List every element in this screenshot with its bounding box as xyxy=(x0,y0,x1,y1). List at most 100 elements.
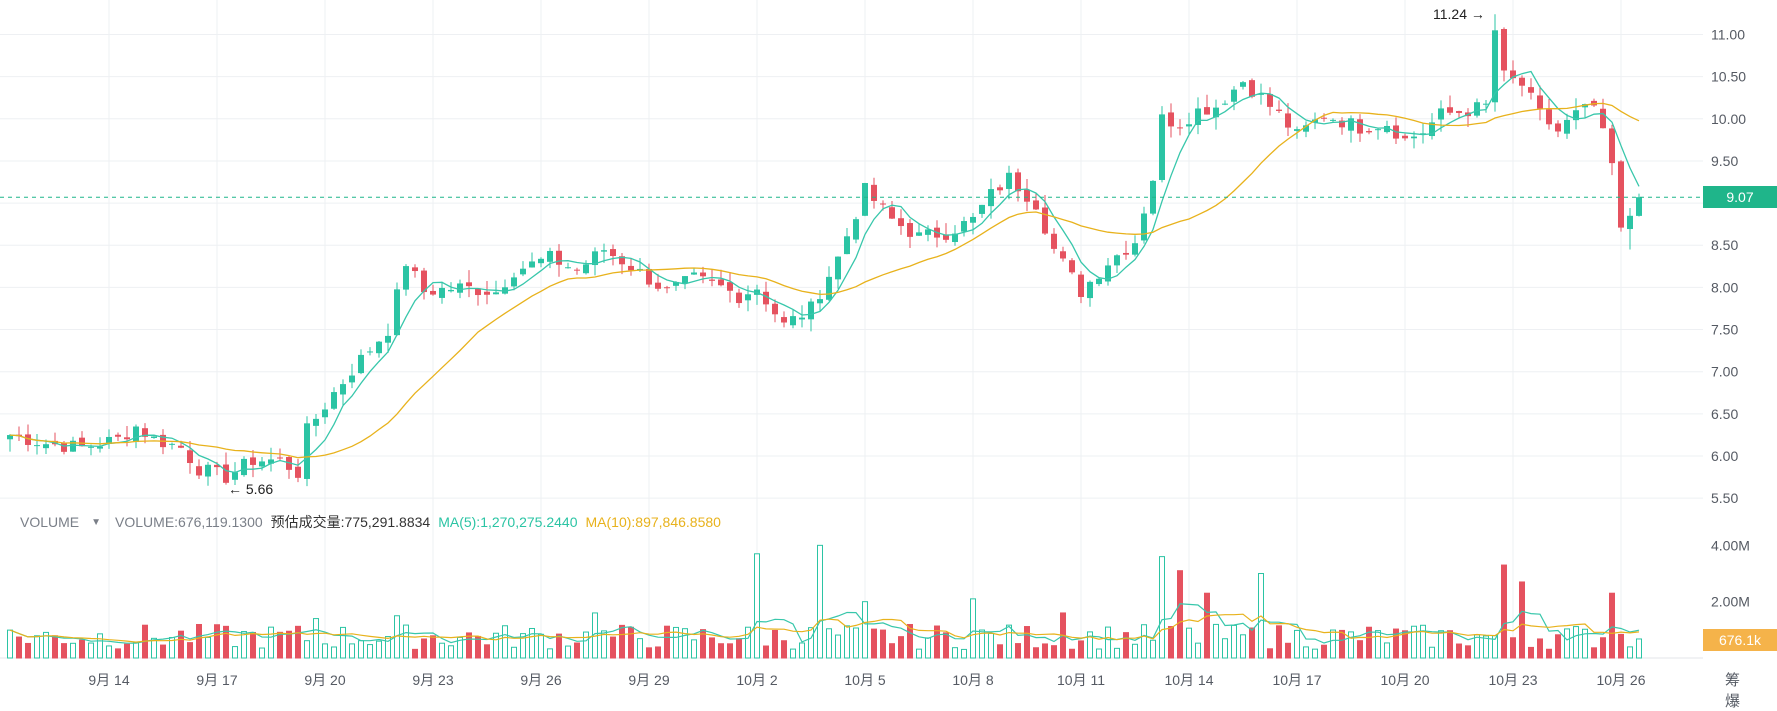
chip-distribution-controls[interactable]: 筹 爆 xyxy=(1725,672,1749,710)
volume-bar xyxy=(61,643,67,659)
candle-body xyxy=(1285,113,1291,128)
candle-body xyxy=(1636,197,1642,216)
volume-bar xyxy=(1564,628,1570,659)
volume-bar xyxy=(682,628,688,659)
candle-body xyxy=(1114,255,1120,266)
volume-bar xyxy=(1105,626,1111,659)
volume-bar xyxy=(1123,632,1129,659)
candle-body xyxy=(970,216,976,223)
candle-body xyxy=(475,288,481,296)
candle-body xyxy=(1078,274,1084,297)
candle-body xyxy=(1096,278,1102,285)
candle-body xyxy=(1087,281,1093,299)
volume-bar xyxy=(1006,624,1012,659)
volume-bar xyxy=(1357,640,1363,659)
volume-bar xyxy=(7,629,13,659)
volume-bar xyxy=(223,625,229,659)
candle-body xyxy=(916,232,922,236)
grid-lines xyxy=(0,0,1703,659)
volume-bar xyxy=(241,631,247,659)
candle-body xyxy=(1438,108,1444,120)
price-axis: 11.0010.5010.009.509.008.508.007.507.006… xyxy=(1711,27,1746,507)
date-axis-label: 10月 11 xyxy=(1057,672,1105,688)
candle-body xyxy=(1177,127,1183,129)
candle-body xyxy=(574,269,580,271)
chart-canvas[interactable]: 11.0010.5010.009.509.008.508.007.507.006… xyxy=(0,0,1777,696)
candle-body xyxy=(700,272,706,277)
volume-indicator-name[interactable]: VOLUME xyxy=(20,514,80,530)
volume-bar xyxy=(403,624,409,659)
candle-body xyxy=(979,204,985,214)
chevron-down-icon[interactable]: ▼ xyxy=(91,516,102,528)
price-ma-fast-line xyxy=(9,70,1640,474)
volume-bar xyxy=(808,627,814,659)
candle-body xyxy=(709,279,715,281)
date-axis-label: 9月 14 xyxy=(88,672,129,688)
candle-body xyxy=(844,236,850,255)
volume-bar xyxy=(1024,626,1030,659)
volume-bar xyxy=(565,645,571,659)
volume-bar xyxy=(1411,625,1417,659)
volume-bar xyxy=(205,636,211,659)
volume-bar xyxy=(1348,631,1354,659)
candle-body xyxy=(1168,112,1174,127)
volume-bar xyxy=(1195,642,1201,659)
candle-body xyxy=(583,264,589,274)
volume-bar xyxy=(1267,648,1273,659)
volume-bar xyxy=(619,624,625,659)
volume-bar xyxy=(646,647,652,659)
volume-legend: VOLUME ▼ VOLUME:676,119.1300 预估成交量:775,2… xyxy=(20,512,721,532)
volume-bar xyxy=(1465,645,1471,659)
candle-body xyxy=(358,354,364,374)
volume-bar xyxy=(1231,624,1237,659)
date-axis-label: 10月 14 xyxy=(1164,672,1213,688)
volume-bar xyxy=(925,637,931,659)
candle-body xyxy=(1492,30,1498,103)
volume-bar xyxy=(691,639,697,659)
candle-body xyxy=(1195,108,1201,125)
volume-bar xyxy=(736,638,742,659)
volume-bar xyxy=(1114,647,1120,659)
volume-ma10: MA(10):897,846.8580 xyxy=(585,514,721,530)
candle-body xyxy=(349,375,355,383)
price-axis-label: 5.50 xyxy=(1711,490,1738,506)
candle-body xyxy=(799,317,805,320)
volume-bar xyxy=(1168,626,1174,659)
volume-bar xyxy=(1501,564,1507,659)
candle-body xyxy=(1447,107,1453,113)
candle-body xyxy=(835,256,841,280)
volume-bar xyxy=(709,637,715,659)
volume-bar xyxy=(1213,623,1219,659)
volume-bar xyxy=(43,631,49,659)
candle-body xyxy=(277,457,283,459)
volume-bar xyxy=(115,648,121,659)
candle-body xyxy=(97,446,103,449)
candle-body xyxy=(520,268,526,275)
volume-bar xyxy=(34,635,40,659)
volume-bar xyxy=(124,643,130,659)
high-price-marker: 11.24 → xyxy=(1433,6,1485,23)
candle-body xyxy=(1204,107,1210,115)
date-axis-label: 10月 26 xyxy=(1596,672,1645,688)
volume-bar xyxy=(628,626,634,659)
price-axis-label: 7.00 xyxy=(1711,364,1738,380)
candle-body xyxy=(403,266,409,290)
volume-bar xyxy=(214,624,220,659)
volume-bar xyxy=(871,628,877,659)
candle-body xyxy=(466,282,472,287)
volume-bar xyxy=(466,632,472,659)
candle-body xyxy=(178,445,184,448)
volume-bar xyxy=(448,645,454,659)
candle-body xyxy=(1222,103,1228,105)
volume-bar xyxy=(1159,556,1165,659)
candle-body xyxy=(871,184,877,201)
candle-body xyxy=(421,270,427,293)
candle-body xyxy=(1303,125,1309,132)
volume-axis: 4.00M 2.00M xyxy=(1711,537,1750,609)
candle-body xyxy=(1213,107,1219,118)
volume-axis-label: 2.00M xyxy=(1711,594,1750,610)
volume-bar xyxy=(1330,629,1336,659)
price-axis-label: 10.50 xyxy=(1711,69,1746,85)
candle-body xyxy=(241,458,247,476)
